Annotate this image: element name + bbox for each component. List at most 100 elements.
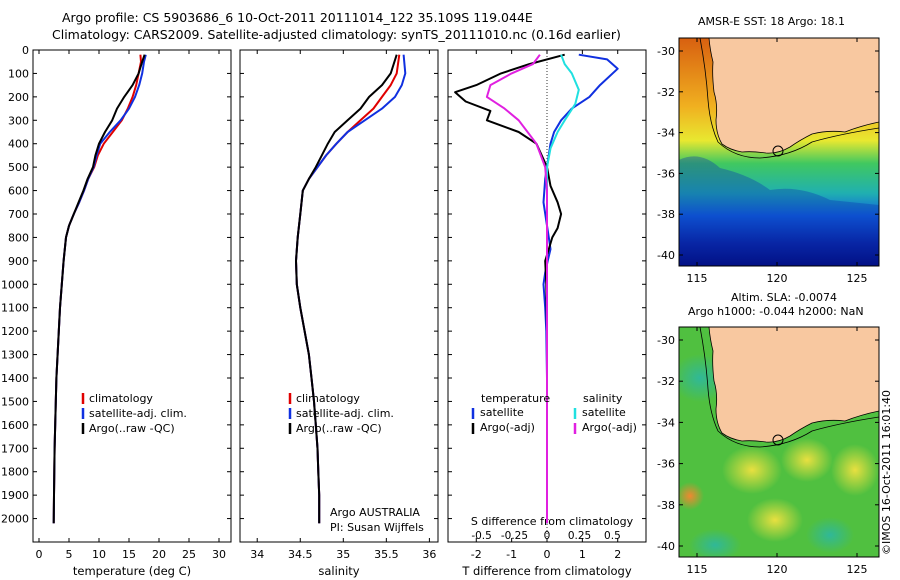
salinity-tick-label: 0.25 bbox=[568, 530, 591, 542]
sst-land-australia bbox=[708, 38, 879, 154]
legend-label: Argo(-adj) bbox=[582, 421, 637, 434]
map-y-tick-label: -32 bbox=[657, 375, 675, 388]
sla-map-title-line-2: Argo h1000: -0.044 h2000: NaN bbox=[688, 305, 864, 318]
y-tick-label: 800 bbox=[8, 231, 29, 244]
temperature-panel-frame bbox=[32, 49, 232, 543]
x-tick-label: 10 bbox=[92, 548, 106, 561]
map-y-tick-label: -30 bbox=[657, 45, 675, 58]
salinity-panel-frame bbox=[239, 49, 439, 543]
map-y-tick-label: -40 bbox=[657, 540, 675, 553]
figure-title-line-2: Climatology: CARS2009. Satellite-adjuste… bbox=[52, 27, 621, 42]
legend-label: climatology bbox=[89, 392, 153, 405]
salinity-tick-label: 0.5 bbox=[604, 530, 621, 542]
sst-map-title: AMSR-E SST: 18 Argo: 18.1 bbox=[698, 15, 846, 28]
y-tick-label: 900 bbox=[8, 255, 29, 268]
sla-map-frame bbox=[678, 326, 880, 558]
y-tick-label: 1900 bbox=[1, 489, 29, 502]
series-line-climatology bbox=[295, 54, 401, 524]
x-axis-label: salinity bbox=[318, 564, 359, 578]
y-tick-label: 1500 bbox=[1, 395, 29, 408]
sst-map bbox=[679, 38, 879, 266]
map-y-tick-label: -38 bbox=[657, 499, 675, 512]
sla-anomaly-blob bbox=[747, 498, 803, 542]
map-x-tick-label: 115 bbox=[687, 272, 708, 285]
sla-land-australia bbox=[708, 327, 879, 443]
x-tick-label: 15 bbox=[122, 548, 136, 561]
x-tick-label: 25 bbox=[182, 548, 196, 561]
sla-anomaly-blob bbox=[831, 444, 879, 496]
annotation-line: Argo AUSTRALIA bbox=[330, 506, 420, 519]
x-tick-label: -1 bbox=[506, 548, 517, 561]
sla-anomaly-blob bbox=[781, 438, 833, 482]
y-tick-label: 600 bbox=[8, 185, 29, 198]
legend-label: satellite-adj. clim. bbox=[296, 407, 394, 420]
sla-anomaly-blob bbox=[679, 482, 704, 510]
annotation-line: PI: Susan Wijffels bbox=[330, 521, 424, 534]
legend-label: Argo(-adj) bbox=[480, 421, 535, 434]
salinity-tick-label: 0 bbox=[544, 530, 551, 542]
sla-map bbox=[679, 327, 879, 557]
y-tick-label: 700 bbox=[8, 208, 29, 221]
x-tick-label: 35.5 bbox=[374, 548, 399, 561]
legend-label: satellite bbox=[480, 406, 524, 419]
sla-anomaly-blob bbox=[689, 529, 741, 557]
map-y-tick-label: -34 bbox=[657, 127, 675, 140]
y-tick-label: 1000 bbox=[1, 278, 29, 291]
sla-argo-location-marker bbox=[772, 434, 784, 446]
legend-label: climatology bbox=[296, 392, 360, 405]
map-y-tick-label: -30 bbox=[657, 334, 675, 347]
map-x-tick-label: 125 bbox=[847, 563, 868, 576]
series-line-argo bbox=[295, 54, 398, 524]
x-tick-label: -2 bbox=[471, 548, 482, 561]
y-tick-label: 1700 bbox=[1, 442, 29, 455]
y-tick-label: 500 bbox=[8, 161, 29, 174]
x-axis-label: T difference from climatology bbox=[461, 564, 632, 578]
map-y-tick-label: -40 bbox=[657, 249, 675, 262]
y-tick-label: 1200 bbox=[1, 325, 29, 338]
map-x-tick-label: 125 bbox=[847, 272, 868, 285]
salinity-axis-label: S difference from climatology bbox=[471, 515, 634, 528]
legend-label: Argo(..raw -QC) bbox=[89, 422, 175, 435]
y-tick-label: 300 bbox=[8, 114, 29, 127]
sst-cold-band bbox=[679, 156, 879, 266]
series-line-argo_s bbox=[485, 54, 548, 524]
salinity-tick-label: -0.25 bbox=[501, 530, 528, 542]
legend-label: satellite bbox=[582, 406, 626, 419]
series-line-satellite bbox=[295, 54, 407, 524]
x-tick-label: 2 bbox=[614, 548, 621, 561]
x-tick-label: 30 bbox=[212, 548, 226, 561]
map-x-tick-label: 120 bbox=[767, 563, 788, 576]
y-tick-label: 1400 bbox=[1, 372, 29, 385]
legend-label: satellite-adj. clim. bbox=[89, 407, 187, 420]
x-tick-label: 1 bbox=[579, 548, 586, 561]
y-tick-label: 400 bbox=[8, 138, 29, 151]
x-tick-label: 5 bbox=[66, 548, 73, 561]
map-y-tick-label: -36 bbox=[657, 167, 675, 180]
x-tick-label: 34 bbox=[250, 548, 264, 561]
map-y-tick-label: -38 bbox=[657, 208, 675, 221]
series-line-argo bbox=[454, 53, 565, 524]
y-tick-label: 0 bbox=[22, 44, 29, 57]
sst-depth-contour bbox=[699, 38, 879, 159]
x-axis-label: temperature (deg C) bbox=[73, 564, 191, 578]
sla-depth-contour bbox=[699, 327, 879, 448]
salinity-chart: 34 34.5 35 35.5 36 salinity climatology satelli… bbox=[240, 49, 438, 578]
series-line-argo bbox=[52, 54, 146, 524]
sst-map-frame bbox=[678, 37, 880, 267]
salinity-tick-label: -0.5 bbox=[471, 530, 492, 542]
x-tick-label: 20 bbox=[152, 548, 166, 561]
series-line-satellite bbox=[542, 53, 619, 524]
x-tick-label: 35 bbox=[336, 548, 350, 561]
y-tick-label: 100 bbox=[8, 67, 29, 80]
sla-anomaly-blob bbox=[722, 446, 782, 494]
legend-header: temperature bbox=[481, 392, 550, 405]
y-tick-label: 1600 bbox=[1, 419, 29, 432]
map-x-tick-label: 115 bbox=[687, 563, 708, 576]
sst-argo-location-marker bbox=[772, 145, 784, 157]
map-y-tick-label: -34 bbox=[657, 416, 675, 429]
y-tick-label: 1800 bbox=[1, 466, 29, 479]
map-x-tick-label: 120 bbox=[767, 272, 788, 285]
series-line-climatology bbox=[52, 54, 142, 524]
map-axes: -30 -32 -34 -36 -38 -40 115 120 125 -30 -32 -34 -36 -… bbox=[657, 38, 879, 576]
